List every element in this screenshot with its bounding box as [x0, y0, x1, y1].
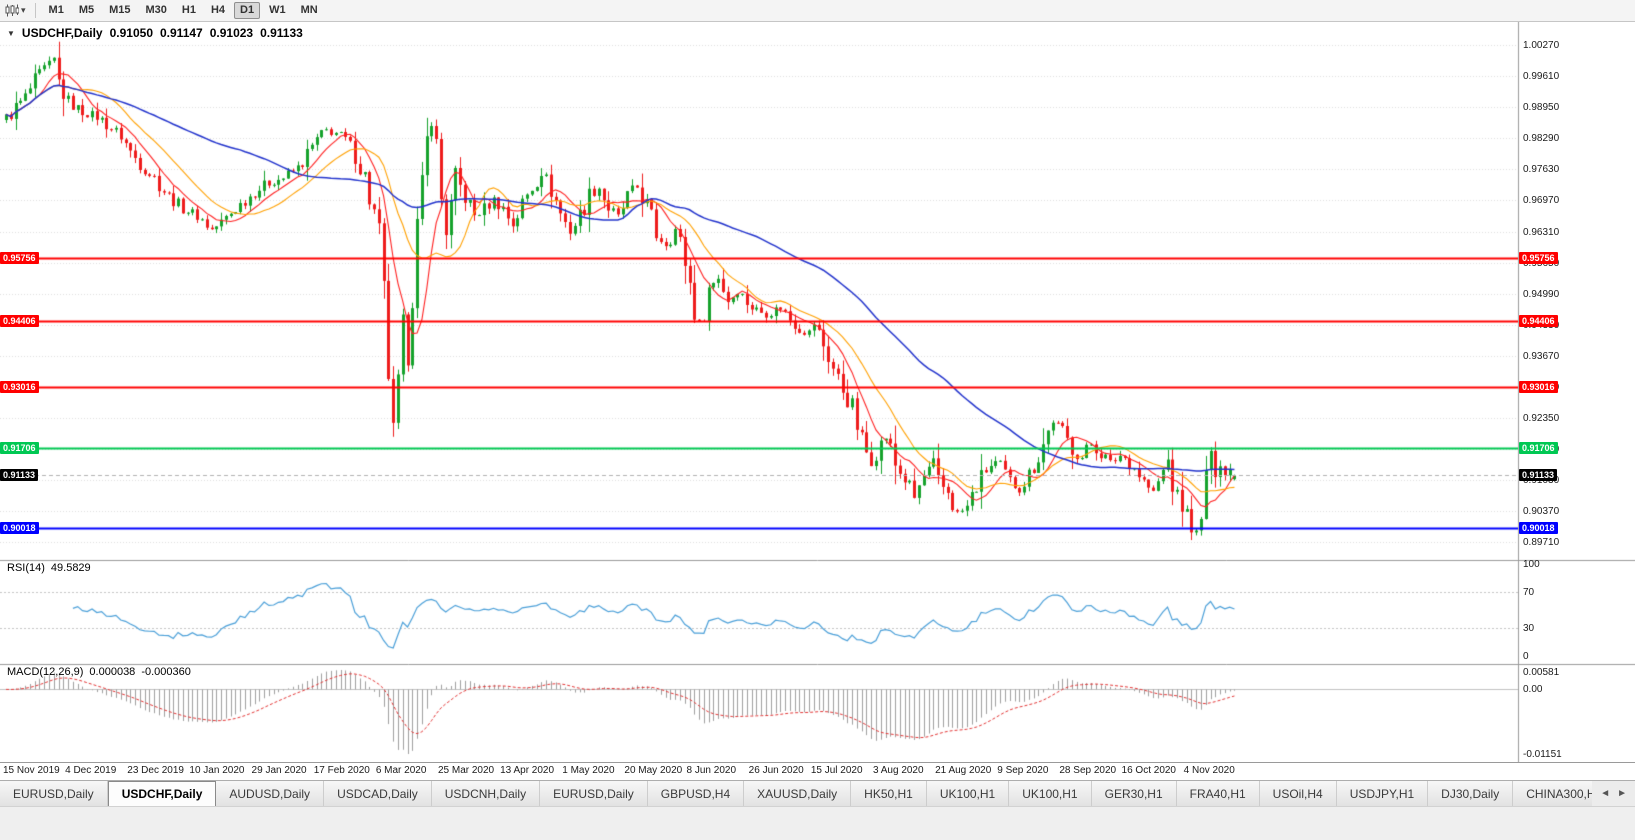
- price-axis[interactable]: [1518, 22, 1635, 762]
- timeframe-button-d1[interactable]: D1: [234, 2, 261, 19]
- chart-tab-dj30-daily[interactable]: DJ30,Daily: [1428, 781, 1514, 806]
- chevron-down-icon[interactable]: ▾: [21, 5, 26, 15]
- timeframe-button-h4[interactable]: H4: [210, 4, 226, 16]
- chart-tab-usdcnh-daily[interactable]: USDCNH,Daily: [431, 781, 541, 806]
- rsi-value: 49.5829: [50, 562, 91, 574]
- collapse-caret-icon[interactable]: ▼: [7, 28, 15, 38]
- ohlc-high: 0.91147: [160, 26, 203, 40]
- timeframe-button-mn[interactable]: MN: [300, 4, 318, 16]
- chart-tabs: EURUSD,Daily USDCHF,Daily AUDUSD,Daily USDC…: [0, 781, 1593, 806]
- chart-title: ▼ USDCHF,Daily 0.91050 0.91147 0.91023 0…: [7, 26, 303, 40]
- chart-tab-hk50-h1[interactable]: HK50,H1: [851, 781, 927, 806]
- macd-value-signal: -0.000360: [141, 666, 191, 678]
- chart-canvas[interactable]: [0, 22, 1635, 762]
- chart-type-icon[interactable]: [5, 4, 19, 17]
- chart-tab-eurusd-daily[interactable]: EURUSD,Daily: [540, 781, 648, 806]
- chart-tab-eurusd-daily[interactable]: EURUSD,Daily: [0, 781, 108, 806]
- tabs-scroll-right-icon[interactable]: ►: [1617, 788, 1627, 799]
- chart-tab-usoil-h4[interactable]: USOil,H4: [1259, 781, 1337, 806]
- toolbar-separator: [34, 3, 36, 18]
- chart-tab-uk100-h1[interactable]: UK100,H1: [926, 781, 1010, 806]
- timeframe-button-w1[interactable]: W1: [269, 4, 286, 16]
- rsi-name: RSI(14): [7, 562, 45, 574]
- chart-tab-gbpusd-h4[interactable]: GBPUSD,H4: [647, 781, 745, 806]
- chart-tab-uk100-h1[interactable]: UK100,H1: [1009, 781, 1092, 806]
- timeframe-button-m1[interactable]: M1: [48, 4, 64, 16]
- chart-tab-xauusd-daily[interactable]: XAUUSD,Daily: [744, 781, 852, 806]
- timeframe-button-m15[interactable]: M15: [109, 4, 131, 16]
- symbol-label: USDCHF,Daily: [21, 26, 103, 40]
- macd-value-main: 0.000038: [89, 666, 136, 678]
- macd-name: MACD(12,26,9): [7, 666, 84, 678]
- chart-tab-fra40-h1[interactable]: FRA40,H1: [1176, 781, 1260, 806]
- tabs-scroll-left-icon[interactable]: ◄: [1600, 788, 1611, 799]
- macd-title: MACD(12,26,9) 0.000038 -0.000360: [7, 666, 191, 678]
- chart-tab-usdchf-daily[interactable]: USDCHF,Daily: [107, 781, 217, 806]
- bottom-filler: [0, 806, 1635, 840]
- date-axis[interactable]: [0, 762, 1635, 780]
- tab-scroll-arrows: ◄ ►: [1592, 781, 1635, 806]
- timeframe-button-m5[interactable]: M5: [78, 4, 95, 16]
- chart-tab-usdcad-daily[interactable]: USDCAD,Daily: [324, 781, 432, 806]
- ohlc-close: 0.91133: [260, 26, 303, 40]
- chart-tab-audusd-daily[interactable]: AUDUSD,Daily: [216, 781, 325, 806]
- ohlc-open: 0.91050: [109, 26, 153, 40]
- chart-tabs-bar: EURUSD,Daily USDCHF,Daily AUDUSD,Daily USDC…: [0, 780, 1635, 806]
- chart-tab-china300-h1[interactable]: CHINA300,H1: [1513, 781, 1593, 806]
- timeframe-button-m30[interactable]: M30: [145, 4, 167, 16]
- rsi-title: RSI(14) 49.5829: [7, 562, 91, 574]
- timeframe-buttons: M1 M5 M15 M30 H1 H4 D1 W1 MN: [43, 2, 324, 19]
- chart-tab-usdjpy-h1[interactable]: USDJPY,H1: [1336, 781, 1429, 806]
- toolbar: ▾ M1 M5 M15 M30 H1 H4 D1 W1 MN: [0, 0, 1635, 22]
- timeframe-button-h1[interactable]: H1: [181, 4, 196, 16]
- ohlc-low: 0.91023: [209, 26, 254, 40]
- chart-tab-ger30-h1[interactable]: GER30,H1: [1091, 781, 1177, 806]
